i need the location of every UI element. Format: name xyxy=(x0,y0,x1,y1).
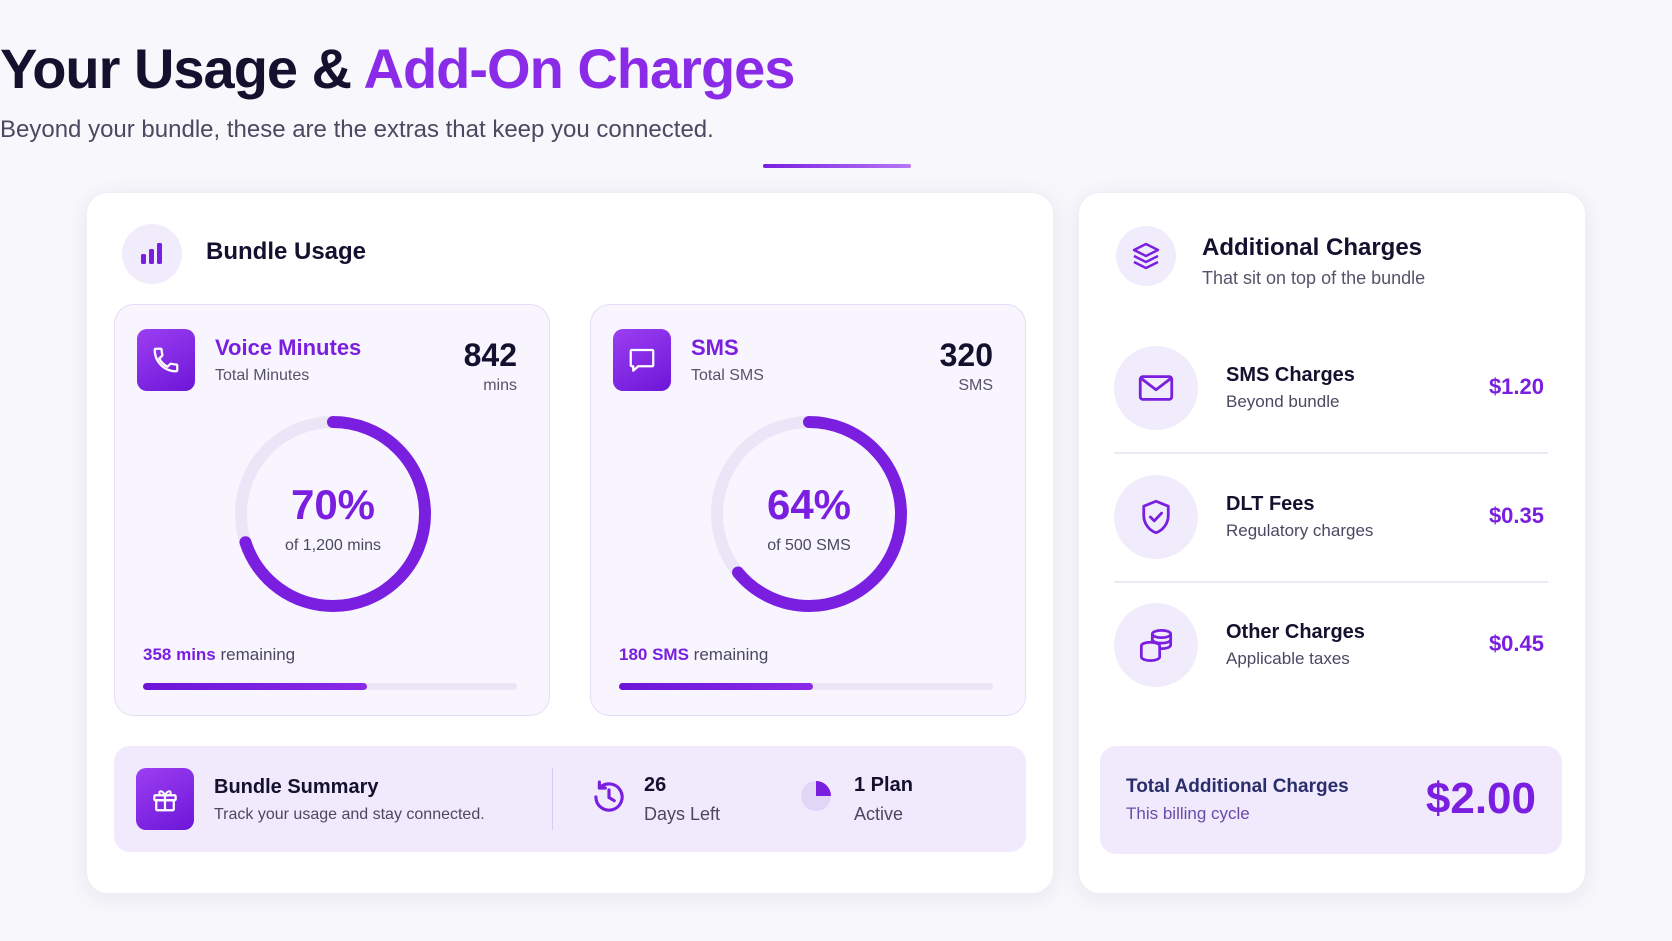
sms-remaining: 180 SMS remaining xyxy=(619,645,768,665)
total-additional-charges: Total Additional Charges This billing cy… xyxy=(1100,746,1562,854)
sms-remaining-text: remaining xyxy=(688,645,769,664)
sms-progress-ring xyxy=(711,416,907,612)
sms-progress-arc xyxy=(711,416,907,612)
sms-percent: 64% xyxy=(766,481,852,528)
charge-divider xyxy=(1114,581,1548,583)
voice-progress-bar xyxy=(143,683,517,690)
voice-remaining: 358 mins remaining xyxy=(143,645,295,665)
charge-name: SMS Charges xyxy=(1226,364,1355,386)
additional-charges-sub: That sit on top of the bundle xyxy=(1202,268,1426,288)
sms-label: SMS xyxy=(691,335,739,360)
voice-remaining-value: 358 mins xyxy=(143,645,216,664)
charge-divider xyxy=(1114,452,1548,454)
charge-row-sms[interactable]: SMS Charges Beyond bundle $1.20 xyxy=(1114,346,1550,466)
bundle-usage-title: Bundle Usage xyxy=(206,238,367,265)
voice-progress-ring xyxy=(235,416,431,612)
voice-minutes-sub: Total Minutes xyxy=(215,367,310,384)
charge-sub: Beyond bundle xyxy=(1226,392,1340,411)
sms-of-total: of 500 SMS xyxy=(767,537,851,554)
bundle-summary-title: Bundle Summary xyxy=(214,776,379,798)
voice-minutes-card[interactable]: Voice Minutes Total Minutes 842 mins 70%… xyxy=(114,304,550,716)
charge-row-dlt[interactable]: DLT Fees Regulatory charges $0.35 xyxy=(1114,475,1550,595)
message-icon xyxy=(613,329,671,391)
voice-of-total: of 1,200 mins xyxy=(284,537,382,554)
plan-label: Active xyxy=(854,804,904,824)
voice-remaining-text: remaining xyxy=(215,645,296,664)
pie-icon xyxy=(801,781,831,811)
sms-progress-fill xyxy=(619,683,814,690)
title-underline xyxy=(763,164,911,168)
days-left-value: 26 xyxy=(644,774,667,796)
shield-check-icon xyxy=(1114,475,1198,559)
charge-name: DLT Fees xyxy=(1226,493,1315,515)
plan-value: 1 Plan xyxy=(854,774,913,796)
voice-minutes-unit: mins xyxy=(483,377,517,394)
charge-row-other[interactable]: Other Charges Applicable taxes $0.45 xyxy=(1114,603,1550,723)
charge-amount: $0.45 xyxy=(1488,631,1544,656)
sms-remaining-value: 180 SMS xyxy=(619,645,689,664)
coins-icon xyxy=(1114,603,1198,687)
charge-sub: Regulatory charges xyxy=(1226,521,1374,540)
voice-percent: 70% xyxy=(290,481,376,528)
history-clock-icon xyxy=(594,780,624,812)
total-amount: $2.00 xyxy=(1425,774,1536,823)
days-left-label: Days Left xyxy=(644,804,721,824)
voice-minutes-total: 842 xyxy=(463,337,517,373)
total-label: Total Additional Charges xyxy=(1126,776,1349,797)
page-subtitle: Beyond your bundle, these are the extras… xyxy=(0,116,714,143)
bar-chart-icon xyxy=(122,224,182,284)
charge-amount: $1.20 xyxy=(1488,374,1544,399)
page-title-main: Your Usage & xyxy=(0,37,364,100)
voice-progress-arc xyxy=(235,416,431,612)
sms-card[interactable]: SMS Total SMS 320 SMS 64% of 500 SMS 180… xyxy=(590,304,1026,716)
total-sub: This billing cycle xyxy=(1126,804,1250,823)
bundle-summary: Bundle Summary Track your usage and stay… xyxy=(114,746,1026,852)
additional-charges-title: Additional Charges xyxy=(1202,234,1423,261)
bundle-summary-sub: Track your usage and stay connected. xyxy=(214,806,485,823)
envelope-icon xyxy=(1114,346,1198,430)
page-title: Your Usage & Add-On Charges xyxy=(0,36,1672,101)
charge-name: Other Charges xyxy=(1226,621,1365,643)
sms-sub: Total SMS xyxy=(691,367,764,384)
phone-icon xyxy=(137,329,195,391)
voice-minutes-label: Voice Minutes xyxy=(215,335,362,360)
gift-icon xyxy=(136,768,194,830)
sms-progress-bar xyxy=(619,683,993,690)
voice-progress-fill xyxy=(143,683,368,690)
charge-amount: $0.35 xyxy=(1488,503,1544,528)
charge-sub: Applicable taxes xyxy=(1226,649,1350,668)
page-title-accent: Add-On Charges xyxy=(363,37,796,100)
sms-unit: SMS xyxy=(958,377,993,394)
sms-total: 320 xyxy=(939,337,993,373)
summary-divider xyxy=(552,768,553,830)
layers-icon xyxy=(1116,226,1176,286)
